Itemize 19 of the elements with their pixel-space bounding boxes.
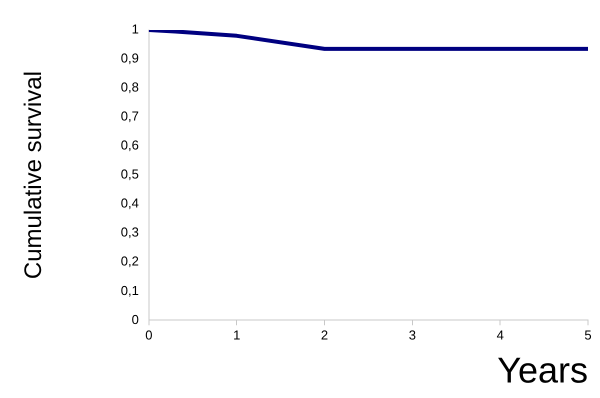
- x-tick-label: 5: [584, 328, 592, 343]
- y-tick-label: 0,8: [120, 80, 139, 95]
- y-tick-label: 0,4: [120, 196, 139, 211]
- x-tick-label: 4: [496, 328, 504, 343]
- y-tick-label: 0,5: [120, 166, 139, 182]
- y-tick-label: 0: [132, 312, 139, 327]
- y-tick-label: 0,7: [120, 108, 139, 124]
- x-tick-label: 0: [145, 328, 152, 343]
- y-tick-label: 0,2: [120, 254, 139, 269]
- y-tick-label: 0,6: [120, 138, 139, 153]
- x-tick-label: 2: [320, 328, 328, 343]
- x-axis-title: Years: [497, 349, 588, 390]
- x-tick-label: 3: [408, 328, 416, 343]
- y-tick-label: 0,1: [120, 282, 139, 298]
- y-tick-label: 0,3: [120, 224, 139, 240]
- y-tick-label: 1: [132, 22, 139, 37]
- y-tick-label: 0,9: [120, 50, 139, 66]
- x-tick-label: 1: [233, 328, 240, 343]
- y-axis-title: Cumulative survival: [20, 71, 48, 280]
